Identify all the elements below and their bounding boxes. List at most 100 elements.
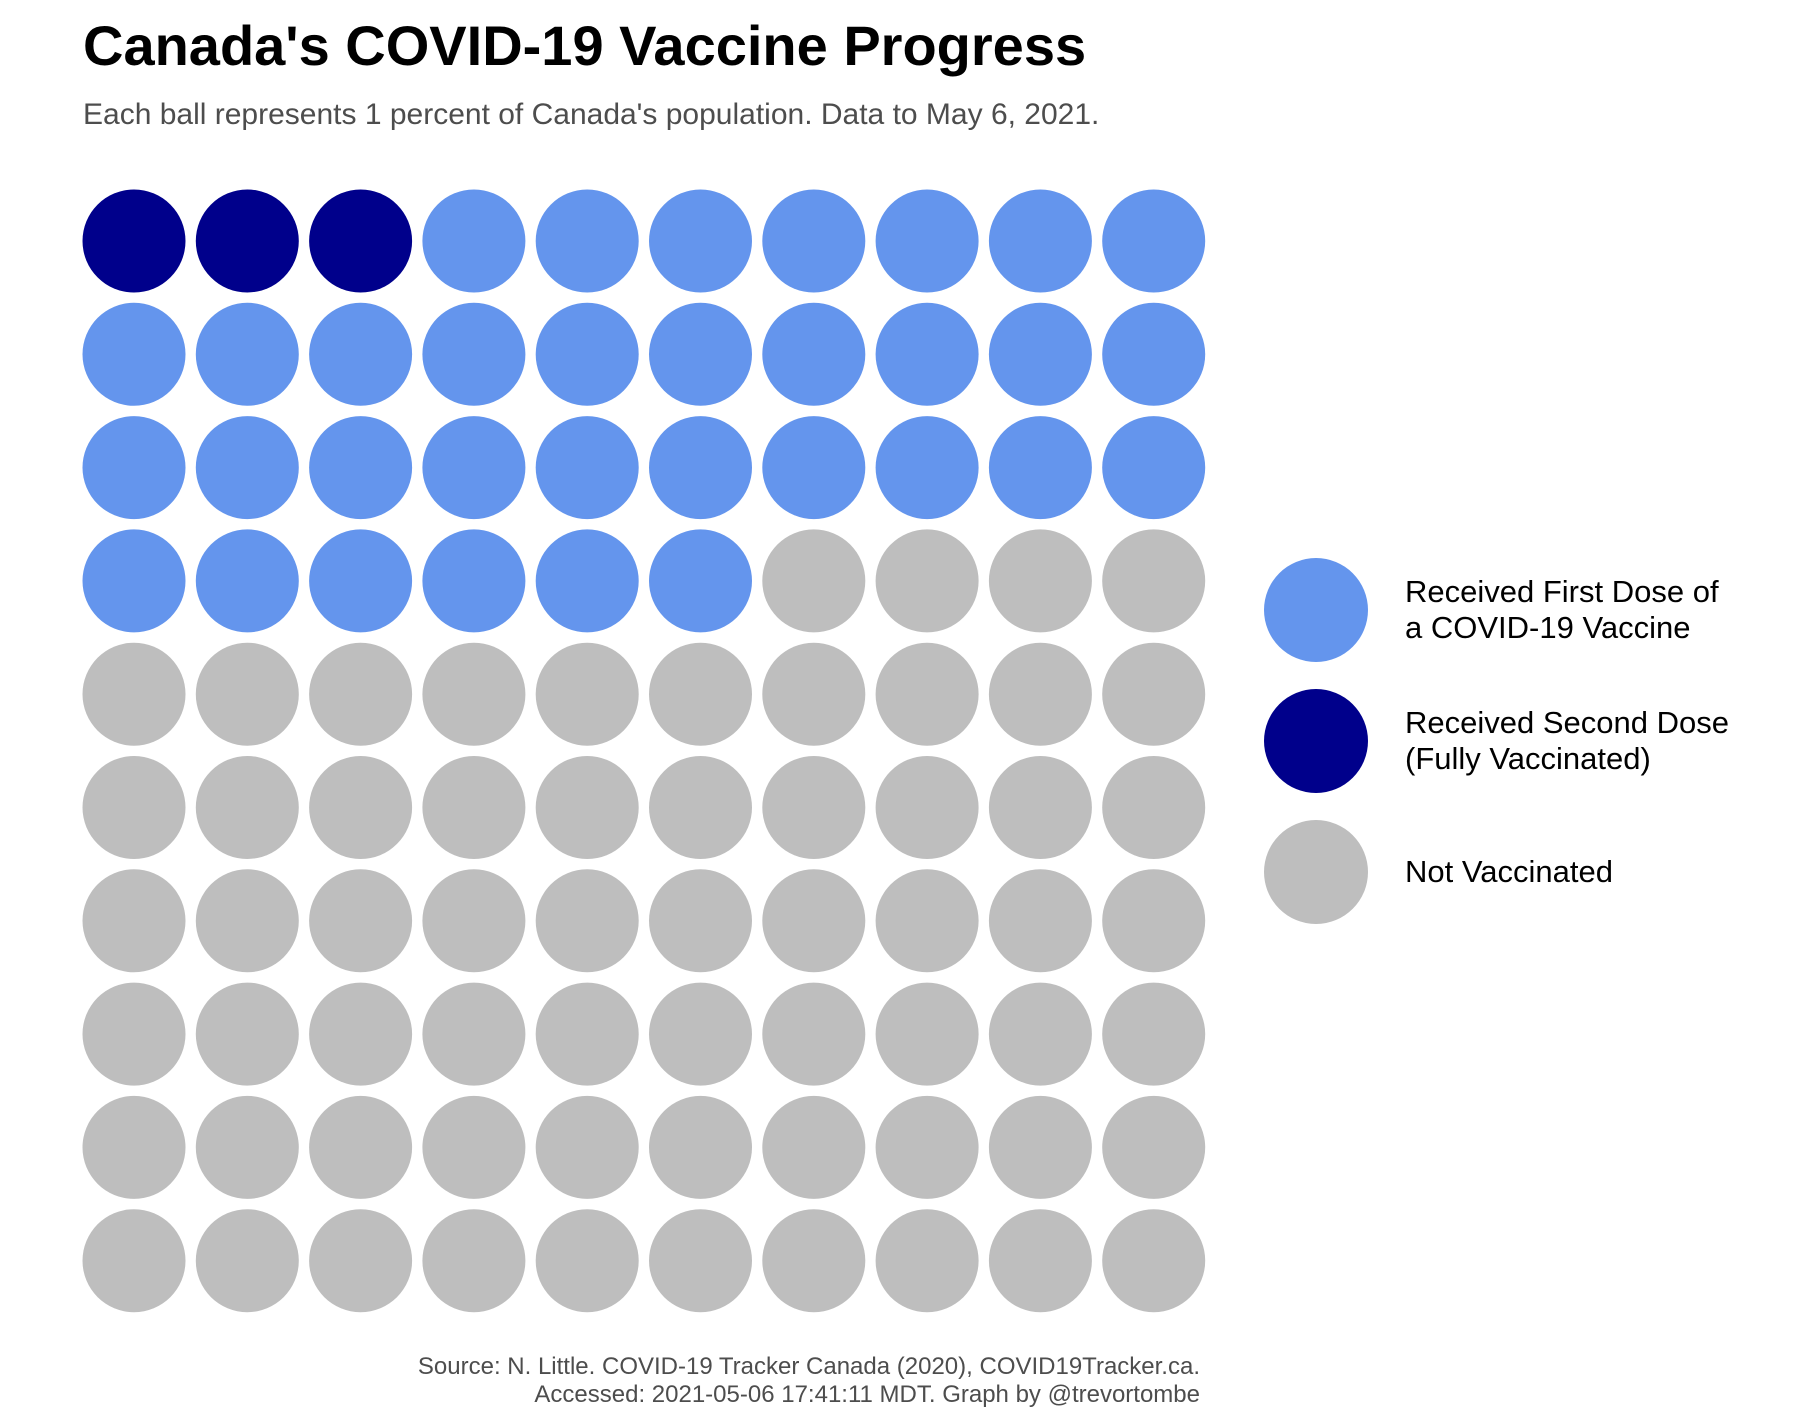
waffle-ball-first-dose <box>1102 302 1206 406</box>
waffle-ball-not-vaccinated <box>195 982 299 1086</box>
waffle-ball-first-dose <box>309 302 413 406</box>
waffle-ball-first-dose <box>535 416 639 520</box>
waffle-ball-not-vaccinated <box>1102 756 1206 859</box>
waffle-ball-first-dose <box>649 529 752 633</box>
waffle-ball-first-dose <box>195 302 299 406</box>
waffle-ball-not-vaccinated <box>195 756 299 859</box>
legend-item-first-dose: Received First Dose of a COVID-19 Vaccin… <box>1264 558 1784 662</box>
legend-label-second-dose: Received Second Dose (Fully Vaccinated) <box>1405 705 1729 776</box>
source-caption: Source: N. Little. COVID-19 Tracker Cana… <box>418 1353 1200 1409</box>
waffle-ball-not-vaccinated <box>535 1095 639 1199</box>
waffle-ball-not-vaccinated <box>762 869 866 973</box>
waffle-ball-not-vaccinated <box>82 869 186 973</box>
waffle-ball-not-vaccinated <box>762 982 866 1086</box>
waffle-ball-not-vaccinated <box>875 756 979 859</box>
waffle-ball-first-dose <box>535 302 639 406</box>
waffle-ball-not-vaccinated <box>1102 529 1206 633</box>
legend-swatch-first-dose <box>1264 558 1368 662</box>
waffle-ball-first-dose <box>82 529 186 633</box>
legend-label-first-dose: Received First Dose of a COVID-19 Vaccin… <box>1405 574 1719 645</box>
waffle-ball-first-dose <box>535 529 639 633</box>
waffle-ball-first-dose <box>649 302 752 406</box>
waffle-ball-not-vaccinated <box>535 982 639 1086</box>
waffle-ball-second-dose <box>195 189 299 293</box>
waffle-ball-first-dose <box>195 529 299 633</box>
waffle-ball-not-vaccinated <box>649 1209 752 1313</box>
waffle-ball-not-vaccinated <box>1102 982 1206 1086</box>
waffle-ball-not-vaccinated <box>309 869 413 973</box>
chart-title: Canada's COVID-19 Vaccine Progress <box>83 14 1087 77</box>
waffle-ball-first-dose <box>535 189 639 293</box>
waffle-ball-not-vaccinated <box>1102 642 1206 746</box>
waffle-ball-first-dose <box>422 416 526 520</box>
waffle-ball-not-vaccinated <box>875 529 979 633</box>
waffle-ball-not-vaccinated <box>762 642 866 746</box>
waffle-ball-not-vaccinated <box>988 1209 1092 1313</box>
waffle-ball-first-dose <box>875 302 979 406</box>
waffle-ball-first-dose <box>762 416 866 520</box>
waffle-ball-not-vaccinated <box>649 1095 752 1199</box>
waffle-ball-first-dose <box>875 189 979 293</box>
waffle-ball-not-vaccinated <box>649 756 752 859</box>
waffle-ball-first-dose <box>422 302 526 406</box>
waffle-ball-first-dose <box>649 416 752 520</box>
waffle-ball-not-vaccinated <box>309 1095 413 1199</box>
waffle-ball-not-vaccinated <box>762 756 866 859</box>
legend-swatch-not-vaccinated <box>1264 820 1368 924</box>
waffle-ball-not-vaccinated <box>875 869 979 973</box>
waffle-ball-first-dose <box>1102 416 1206 520</box>
waffle-ball-not-vaccinated <box>195 869 299 973</box>
source-caption-line-2: Accessed: 2021-05-06 17:41:11 MDT. Graph… <box>534 1381 1200 1408</box>
waffle-ball-not-vaccinated <box>988 756 1092 859</box>
waffle-ball-not-vaccinated <box>762 1095 866 1199</box>
waffle-ball-not-vaccinated <box>988 869 1092 973</box>
waffle-ball-first-dose <box>82 416 186 520</box>
legend-item-second-dose: Received Second Dose (Fully Vaccinated) <box>1264 689 1784 793</box>
waffle-ball-not-vaccinated <box>422 1209 526 1313</box>
chart-subtitle: Each ball represents 1 percent of Canada… <box>83 98 1100 131</box>
waffle-ball-first-dose <box>875 416 979 520</box>
waffle-ball-first-dose <box>82 302 186 406</box>
waffle-ball-not-vaccinated <box>762 1209 866 1313</box>
waffle-ball-not-vaccinated <box>535 1209 639 1313</box>
waffle-ball-not-vaccinated <box>422 869 526 973</box>
waffle-ball-not-vaccinated <box>422 642 526 746</box>
waffle-ball-not-vaccinated <box>535 756 639 859</box>
waffle-ball-not-vaccinated <box>988 1095 1092 1199</box>
waffle-ball-not-vaccinated <box>422 1095 526 1199</box>
waffle-ball-first-dose <box>422 189 526 293</box>
waffle-ball-not-vaccinated <box>875 642 979 746</box>
waffle-ball-not-vaccinated <box>762 529 866 633</box>
waffle-ball-not-vaccinated <box>309 756 413 859</box>
waffle-ball-first-dose <box>762 189 866 293</box>
waffle-ball-not-vaccinated <box>195 1095 299 1199</box>
waffle-ball-not-vaccinated <box>82 1095 186 1199</box>
waffle-ball-not-vaccinated <box>1102 1209 1206 1313</box>
waffle-ball-second-dose <box>309 189 413 293</box>
legend-swatch-second-dose <box>1264 689 1368 793</box>
waffle-ball-first-dose <box>309 529 413 633</box>
waffle-ball-not-vaccinated <box>82 1209 186 1313</box>
waffle-ball-not-vaccinated <box>195 1209 299 1313</box>
waffle-ball-not-vaccinated <box>649 982 752 1086</box>
source-caption-line-1: Source: N. Little. COVID-19 Tracker Cana… <box>417 1353 1200 1380</box>
waffle-ball-not-vaccinated <box>535 869 639 973</box>
waffle-ball-second-dose <box>82 189 186 293</box>
legend-item-not-vaccinated: Not Vaccinated <box>1264 820 1784 924</box>
waffle-ball-not-vaccinated <box>649 869 752 973</box>
waffle-ball-not-vaccinated <box>988 642 1092 746</box>
waffle-ball-not-vaccinated <box>988 982 1092 1086</box>
waffle-ball-not-vaccinated <box>649 642 752 746</box>
waffle-ball-not-vaccinated <box>82 982 186 1086</box>
waffle-ball-not-vaccinated <box>195 642 299 746</box>
waffle-ball-not-vaccinated <box>309 642 413 746</box>
waffle-ball-not-vaccinated <box>535 642 639 746</box>
waffle-ball-not-vaccinated <box>875 1209 979 1313</box>
waffle-ball-first-dose <box>422 529 526 633</box>
waffle-ball-first-dose <box>762 302 866 406</box>
waffle-ball-not-vaccinated <box>309 982 413 1086</box>
waffle-ball-first-dose <box>988 416 1092 520</box>
legend-label-not-vaccinated: Not Vaccinated <box>1405 854 1613 889</box>
waffle-ball-not-vaccinated <box>422 756 526 859</box>
